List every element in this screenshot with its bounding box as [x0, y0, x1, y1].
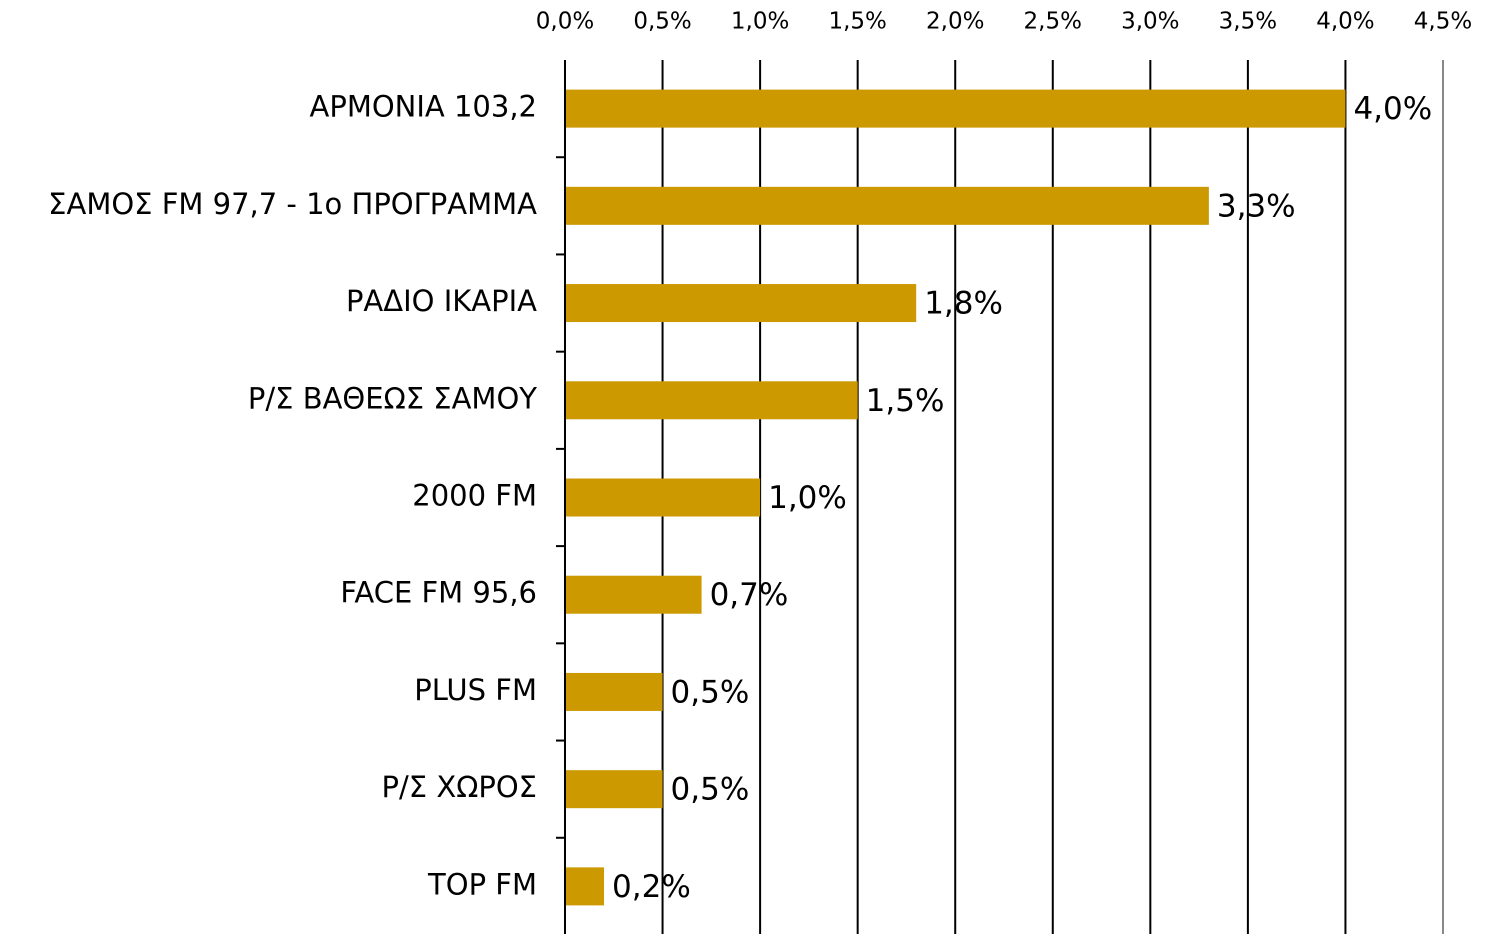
y-tick-label: PLUS FM: [414, 673, 537, 707]
x-tick-label: 1,0%: [731, 9, 789, 35]
data-label: 4,0%: [1353, 91, 1432, 127]
data-label: 0,5%: [671, 674, 750, 710]
bar: [565, 478, 761, 517]
bar: [565, 575, 702, 614]
bar: [565, 284, 917, 323]
y-tick-label: TOP FM: [427, 867, 537, 901]
data-label: 3,3%: [1217, 188, 1296, 224]
y-tick-label: ΣΑΜΟΣ FM 97,7 - 1ο ΠΡΟΓΡΑΜΜΑ: [48, 187, 537, 221]
x-tick-label: 0,5%: [633, 9, 691, 35]
x-tick-label: 4,0%: [1316, 9, 1374, 35]
y-tick-label: ΡΑΔΙΟ ΙΚΑΡΙΑ: [346, 284, 537, 318]
bar: [565, 186, 1209, 225]
bar: [565, 381, 858, 420]
y-tick-label: ΑΡΜΟΝΙΑ 103,2: [310, 90, 538, 124]
y-tick-label: FACE FM 95,6: [340, 576, 537, 610]
bar: [565, 867, 605, 906]
y-tick-label: Ρ/Σ ΧΩΡΟΣ: [382, 770, 537, 804]
x-tick-label: 2,5%: [1024, 9, 1082, 35]
data-label: 1,5%: [866, 383, 945, 419]
data-label: 0,7%: [710, 577, 789, 613]
x-tick-label: 2,0%: [926, 9, 984, 35]
x-tick-label: 0,0%: [536, 9, 594, 35]
bar: [565, 89, 1346, 128]
x-tick-label: 3,0%: [1121, 9, 1179, 35]
data-label: 1,8%: [924, 286, 1003, 322]
bar: [565, 770, 663, 809]
data-label: 0,2%: [612, 869, 691, 905]
x-tick-label: 1,5%: [828, 9, 886, 35]
x-tick-label: 4,5%: [1414, 9, 1472, 35]
bar: [565, 672, 663, 711]
data-label: 1,0%: [768, 480, 847, 516]
x-tick-label: 3,5%: [1219, 9, 1277, 35]
data-label: 0,5%: [671, 772, 750, 808]
y-tick-label: 2000 FM: [412, 479, 537, 513]
y-tick-label: Ρ/Σ ΒΑΘΕΩΣ ΣΑΜΟΥ: [248, 381, 537, 415]
